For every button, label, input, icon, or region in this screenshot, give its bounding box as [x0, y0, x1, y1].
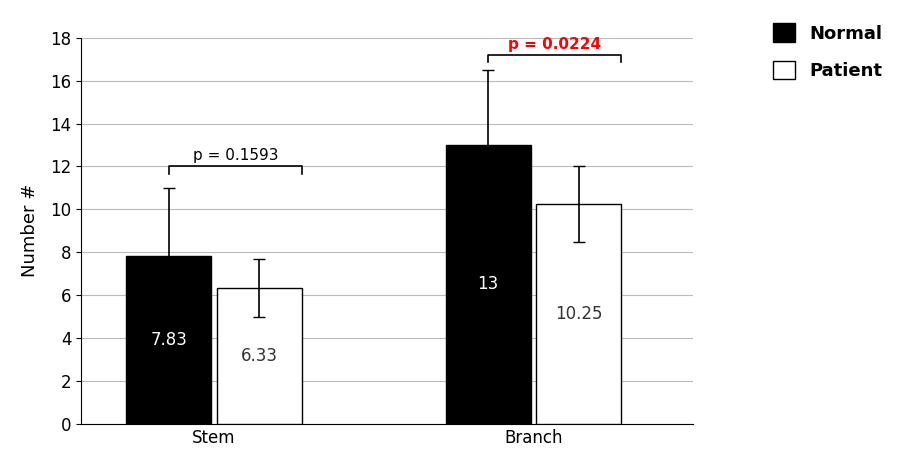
- Text: 13: 13: [478, 276, 499, 293]
- Legend: Normal, Patient: Normal, Patient: [773, 23, 882, 80]
- Text: 6.33: 6.33: [241, 347, 278, 365]
- Bar: [446, 145, 531, 424]
- Bar: [126, 256, 212, 424]
- Text: p = 0.1593: p = 0.1593: [193, 148, 278, 163]
- Text: p = 0.0224: p = 0.0224: [508, 37, 601, 52]
- Text: 10.25: 10.25: [554, 305, 602, 323]
- Text: 7.83: 7.83: [150, 331, 187, 349]
- Y-axis label: Number #: Number #: [21, 184, 39, 277]
- Bar: [217, 288, 302, 424]
- Bar: [536, 204, 621, 424]
